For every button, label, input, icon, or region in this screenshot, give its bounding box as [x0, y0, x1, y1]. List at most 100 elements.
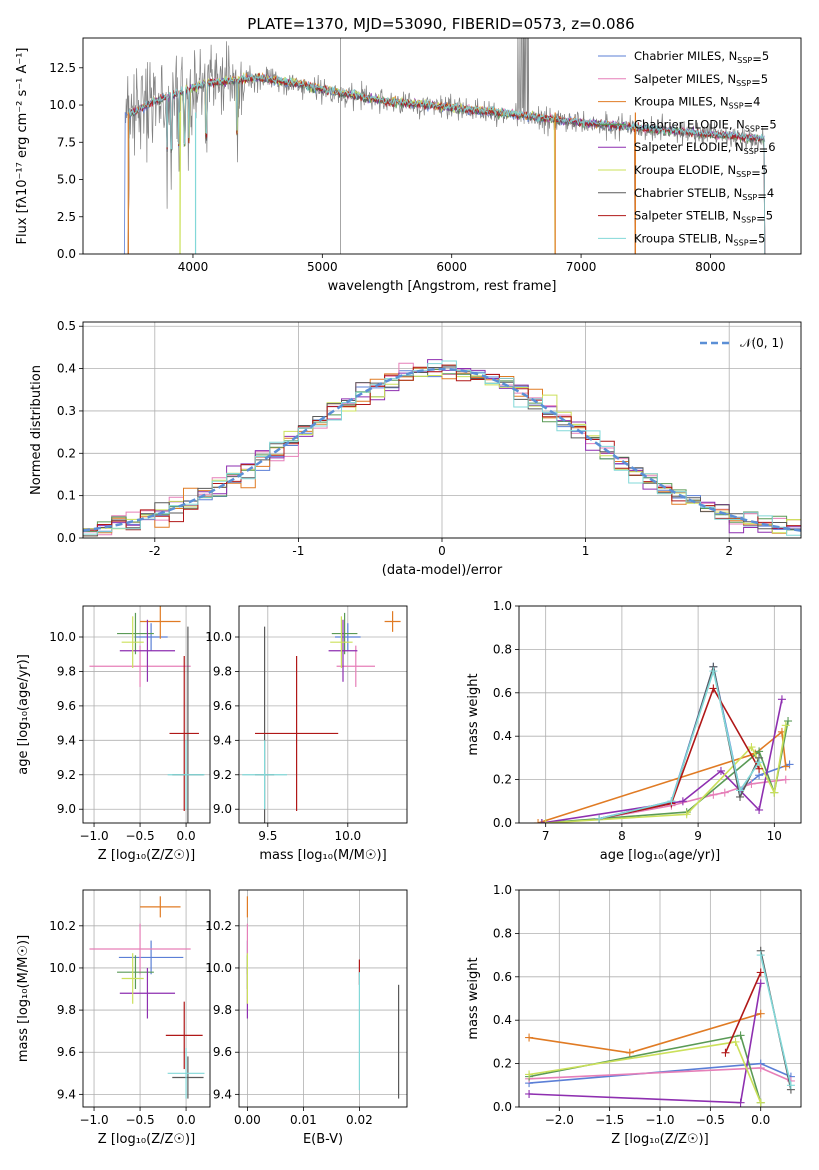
errorbars-2: [89, 606, 205, 823]
x-tick-label: 0: [438, 544, 446, 558]
histograms: [83, 359, 801, 537]
legend-n-value: 4: [767, 186, 774, 200]
y-tick-label: 9.6: [57, 699, 76, 713]
errorbar-salpeter-miles: [89, 645, 191, 687]
legend-subscript: SSP: [741, 216, 756, 225]
y-tick-label: 9.4: [57, 733, 76, 747]
legend-n-value: 6: [768, 140, 775, 154]
errorbar-kroupa-elodie: [330, 616, 353, 668]
x-tick-label: 1: [582, 544, 590, 558]
panel-4-frame: [518, 605, 802, 824]
legend-n-value: 5: [758, 231, 765, 245]
x-tick-label: 10.0: [334, 829, 361, 843]
y-tick-label: 0.5: [57, 319, 76, 333]
legend-label-text: Salpeter STELIB, N: [634, 209, 741, 223]
normal-legend-label: 𝒩(0, 1): [740, 336, 784, 350]
legend-subscript: SSP: [744, 147, 759, 156]
legend-label: Chabrier STELIB, NSSP=4: [634, 186, 774, 203]
x-axis-label: wavelength [Angstrom, rest frame]: [328, 279, 557, 294]
legend-n-value: 5: [761, 72, 768, 86]
x-tick-label: −0.5: [696, 1113, 725, 1127]
y-tick-label: 10.2: [205, 919, 232, 933]
y-tick-label: 9.8: [213, 664, 232, 678]
y-tick-label: 0.6: [493, 686, 512, 700]
y-axis-label: Flux [fλ10⁻¹⁷ erg cm⁻² s⁻¹ A⁻¹]: [15, 48, 30, 245]
x-axis-label: (data-model)/error: [382, 563, 503, 578]
legend-subscript: SSP: [736, 79, 751, 88]
legend-label: Salpeter STELIB, NSSP=5: [634, 209, 773, 226]
errorbar-salpeter-stelib: [165, 1001, 203, 1070]
y-tick-label: 9.6: [213, 699, 232, 713]
weights-4: [534, 662, 794, 823]
legend-label-text: Chabrier ELODIE, N: [634, 117, 745, 131]
x-axis-label: mass [log₁₀(M/M☉)]: [259, 848, 386, 863]
legend-label: Chabrier MILES, NSSP=5: [634, 49, 769, 66]
panel-0-frame: [82, 37, 802, 255]
y-tick-label: 1.0: [493, 599, 512, 613]
x-tick-label: −1.0: [645, 1113, 674, 1127]
legend-subscript: SSP: [737, 56, 752, 65]
legend-label-text: Kroupa MILES, N: [634, 95, 729, 109]
x-tick-label: 0.01: [290, 1113, 317, 1127]
errorbar-kroupa-stelib: [242, 740, 287, 810]
y-tick-label: 9.8: [213, 1003, 232, 1017]
errorbar-salpeter-stelib: [255, 655, 339, 811]
y-tick-label: 9.2: [57, 768, 76, 782]
x-tick-label: 8: [618, 829, 626, 843]
weight-line-salpeter-miles: [598, 778, 786, 820]
x-tick-label: 0.0: [177, 829, 196, 843]
x-tick-label: 7000: [566, 260, 597, 274]
legend-label: Kroupa STELIB, NSSP=5: [634, 231, 766, 248]
legend-equals: =: [751, 75, 761, 89]
y-tick-label: 9.8: [57, 664, 76, 678]
legend-label-text: Chabrier MILES, N: [634, 49, 737, 63]
x-tick-label: 6000: [436, 260, 467, 274]
x-axis-label: age [log₁₀(age/yr)]: [600, 848, 721, 863]
errorbar-kroupa-stelib: [167, 1048, 205, 1099]
legend-equals: =: [752, 52, 762, 66]
y-tick-label: 0.4: [57, 362, 76, 376]
errorbar-chabrier-elodie: [117, 955, 154, 990]
y-tick-label: 9.0: [57, 802, 76, 816]
legend-n-value: 4: [753, 95, 760, 109]
legend-label: Salpeter ELODIE, NSSP=6: [634, 140, 776, 157]
y-tick-label: 10.0: [49, 98, 76, 112]
errorbar-kroupa-elodie: [121, 616, 144, 668]
y-tick-label: 0.0: [57, 531, 76, 545]
y-tick-label: 9.6: [213, 1045, 232, 1059]
panel-4-axes: 7 8 9 10 0.0 0.2 0.4 0.6 0.8 1.0 age [log₁₀(age/yr…: [466, 599, 801, 863]
y-axis-label: mass weight: [466, 673, 481, 755]
x-tick-label: −1.0: [79, 1113, 108, 1127]
errorbar-chabrier-elodie: [117, 612, 154, 655]
panel-1-axes: -2 -1 0 1 2 0.0 0.1 0.2 0.3 0.4 0.5 (data-model)/er…: [29, 319, 801, 578]
y-tick-label: 5.0: [57, 173, 76, 187]
x-tick-label: 0.0: [751, 1113, 770, 1127]
x-tick-label: 9: [694, 829, 702, 843]
y-tick-label: 9.4: [213, 1087, 232, 1101]
x-tick-label: 0.02: [346, 1113, 373, 1127]
y-tick-label: 12.5: [49, 61, 76, 75]
y-tick-label: 0.4: [493, 729, 512, 743]
legend-label-text: Salpeter MILES, N: [634, 72, 736, 86]
y-tick-label: 9.0: [213, 802, 232, 816]
weight-line-salpeter-stelib: [598, 686, 760, 820]
panel-7-frame: [518, 889, 802, 1108]
panel-2-axes: −1.0 −0.5 0.0 9.0 9.2 9.4 9.6 9.8 10.0 Z [log₁₀(Z…: [16, 606, 210, 863]
panel-3-axes: 9.5 10.0 9.0 9.2 9.4 9.6 9.8 10.0 mass [log₁₀(M/…: [205, 606, 407, 863]
weight-line-salpeter-stelib: [724, 972, 762, 1054]
errorbar-salpeter-elodie: [119, 619, 176, 682]
errorbars-6: [246, 896, 400, 1099]
legend-equals: =: [759, 143, 769, 157]
y-axis-label: age [log₁₀(age/yr)]: [16, 654, 31, 775]
legend-subscript: SSP: [742, 193, 757, 202]
legend-subscript: SSP: [734, 238, 749, 247]
y-axis-label: mass [log₁₀(M/M☉)]: [16, 935, 31, 1062]
errorbar-kroupa-miles: [384, 611, 401, 632]
panel-3-frame: [238, 605, 408, 824]
errorbar-chabrier-miles: [134, 623, 168, 651]
x-tick-label: 2: [725, 544, 733, 558]
y-tick-label: 10.0: [49, 630, 76, 644]
errorbar-salpeter-miles: [336, 645, 375, 687]
y-tick-label: 0.8: [493, 926, 512, 940]
